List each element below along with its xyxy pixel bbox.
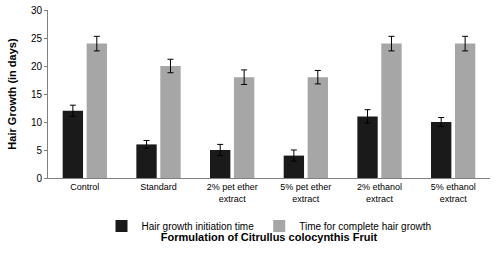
svg-text:5% pet etherextract: 5% pet etherextract — [280, 182, 331, 204]
svg-text:Hair growth initiation time: Hair growth initiation time — [142, 221, 255, 232]
svg-text:Time for complete hair growth: Time for complete hair growth — [299, 221, 431, 232]
svg-text:20: 20 — [31, 61, 43, 72]
svg-text:10: 10 — [31, 117, 43, 128]
svg-text:2% ethanolextract: 2% ethanolextract — [357, 182, 402, 204]
svg-text:Control: Control — [70, 182, 99, 192]
svg-text:5: 5 — [36, 145, 42, 156]
svg-text:Standard: Standard — [140, 182, 177, 192]
svg-text:30: 30 — [31, 5, 43, 16]
svg-text:0: 0 — [36, 173, 42, 184]
svg-text:5% ethanolextract: 5% ethanolextract — [431, 182, 476, 204]
svg-text:25: 25 — [31, 33, 43, 44]
svg-text:2% pet etherextract: 2% pet etherextract — [207, 182, 258, 204]
svg-text:15: 15 — [31, 89, 43, 100]
svg-text:Hair Growth (in days): Hair Growth (in days) — [6, 38, 18, 150]
svg-text:Formulation of Citrullus coloc: Formulation of Citrullus colocynthis Fru… — [161, 231, 378, 243]
